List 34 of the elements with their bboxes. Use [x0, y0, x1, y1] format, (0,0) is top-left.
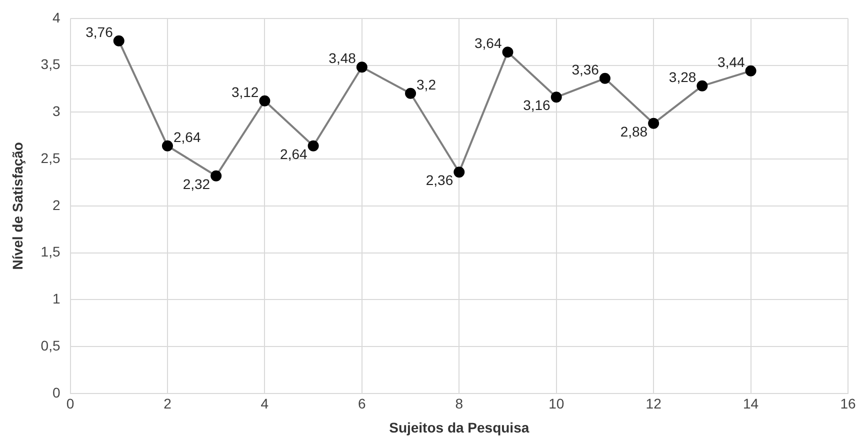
- y-tick-label: 2: [52, 196, 60, 213]
- data-label: 3,48: [328, 50, 356, 66]
- y-tick-label: 3,5: [40, 56, 60, 72]
- y-axis-title: Nível de Satisfação: [9, 142, 26, 270]
- data-label: 2,36: [426, 172, 454, 188]
- data-label: 3,44: [718, 54, 745, 70]
- data-label: 3,16: [523, 97, 551, 114]
- x-tick-label: 8: [455, 396, 464, 412]
- y-tick-label: 1,5: [40, 244, 60, 260]
- y-tick-label: 4: [52, 9, 60, 26]
- x-tick-label: 4: [260, 396, 269, 412]
- x-tick-label: 2: [164, 396, 172, 412]
- data-label: 2,32: [182, 176, 210, 192]
- x-tick-label: 12: [646, 396, 662, 412]
- x-tick-label: 0: [66, 396, 74, 412]
- data-label: 3,28: [668, 68, 696, 85]
- data-label: 3,36: [572, 61, 600, 78]
- y-tick-label: 3: [52, 103, 60, 120]
- data-label: 3,64: [474, 35, 502, 52]
- data-label: 2,64: [280, 146, 308, 162]
- data-label: 3,76: [86, 24, 114, 40]
- data-label: 3,2: [416, 76, 436, 92]
- x-axis-title: Sujeitos da Pesquisa: [389, 419, 530, 436]
- y-tick-label: 0: [52, 384, 60, 400]
- y-tick-label: 0,5: [40, 337, 60, 354]
- x-tick-label: 6: [358, 396, 366, 412]
- data-label: 2,64: [173, 128, 201, 145]
- y-tick-label: 2,5: [40, 150, 60, 166]
- data-label: 2,88: [620, 123, 648, 140]
- x-tick-label: 14: [742, 396, 759, 412]
- data-label: 3,12: [231, 84, 259, 100]
- x-tick-label: 16: [840, 396, 856, 412]
- x-tick-label: 10: [548, 396, 564, 412]
- y-tick-label: 1: [52, 290, 60, 307]
